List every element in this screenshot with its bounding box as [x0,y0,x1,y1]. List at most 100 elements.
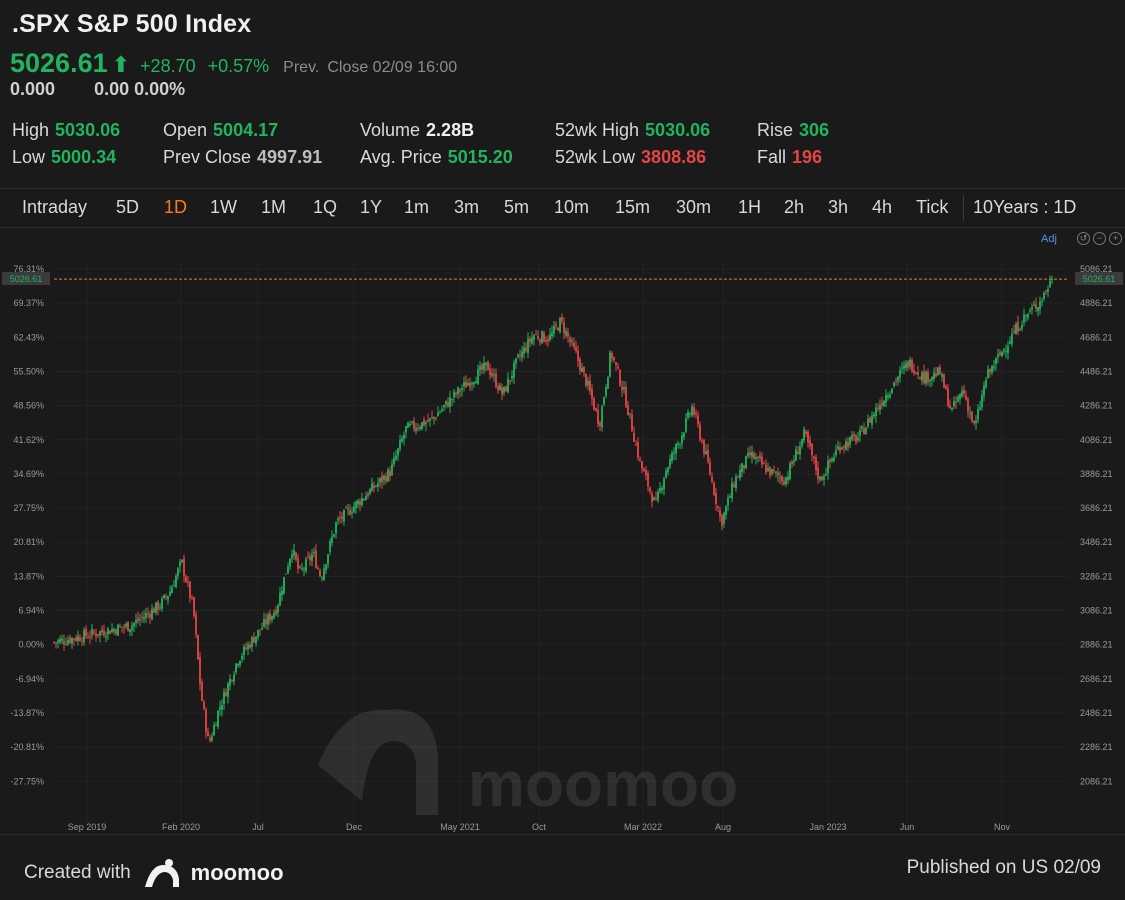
candle-body [553,325,555,334]
candle-body [903,365,905,369]
left-tick-label: 6.94% [18,606,44,616]
candle-body [715,492,717,505]
candle-body [377,483,379,487]
adj-toggle[interactable]: Adj [1041,233,1057,245]
candle-body [649,487,651,492]
candle-body [945,386,947,389]
candle-body [79,637,81,641]
candle-body [923,371,925,383]
tab-3h[interactable]: 3h [828,197,849,217]
stat-label: High [12,120,50,140]
candle-body [437,412,439,417]
candle-body [127,621,129,632]
tab-1d[interactable]: 1D [164,197,188,217]
right-tick-label: 4486.21 [1080,366,1113,376]
candle-body [609,352,611,377]
candle-body [229,678,231,686]
candle-body [427,419,429,422]
tab-5min[interactable]: 5m [504,197,530,217]
x-tick-label: Sep 2019 [68,822,107,832]
candle-body [959,394,961,400]
candle-body [283,577,285,594]
candle-body [889,394,891,398]
tab-divider [963,195,964,221]
candle-body [653,497,655,501]
candle-body [503,386,505,393]
candle-body [789,463,791,480]
tab-4h[interactable]: 4h [872,197,893,217]
stat-value: 5030.06 [645,120,711,140]
candle-body [851,435,853,440]
stat-label: Open [163,120,208,140]
candle-body [257,629,259,638]
tab-1y[interactable]: 1Y [360,197,383,217]
candle-body [999,352,1001,355]
stat-prev-close: Prev Close 4997.91 [163,147,322,168]
x-tick-label: Jan 2023 [809,822,846,832]
tab-1w[interactable]: 1W [210,197,237,217]
candle-body [425,422,427,425]
right-tick-label: 4686.21 [1080,332,1113,342]
candle-body [191,597,193,599]
candle-body [157,601,159,611]
candle-body [533,335,535,341]
stat-label: Rise [757,120,794,140]
zoom-in-icon[interactable]: + [1109,232,1122,245]
tab-tick[interactable]: Tick [916,197,949,217]
candle-body [843,446,845,448]
candle-body [875,407,877,417]
candle-body [201,682,203,701]
right-tick-label: 5086.21 [1080,264,1113,274]
stat-fall: Fall 196 [757,147,822,168]
candle-body [857,437,859,441]
candle-body [637,442,639,458]
candle-body [405,426,407,433]
tab-1q[interactable]: 1Q [313,197,338,217]
tab-10min[interactable]: 10m [554,197,590,217]
candle-body [77,635,79,642]
timeframe-tabs: Intraday 5D 1D 1W 1M 1Q 1Y 1m 3m 5m 10m … [0,189,1125,227]
tab-1m-month[interactable]: 1M [261,197,287,217]
tab-2h[interactable]: 2h [784,197,805,217]
tab-5d[interactable]: 5D [116,197,140,217]
zoom-out-icon[interactable]: − [1093,232,1106,245]
candle-body [487,361,489,371]
candle-body [557,327,559,331]
candle-body [821,476,823,481]
x-tick-label: Mar 2022 [624,822,662,832]
tab-1h[interactable]: 1H [738,197,762,217]
candle-body [793,460,795,463]
range-selector[interactable]: 10Years : 1D [973,197,1077,217]
candle-body [905,362,907,368]
candle-body [885,395,887,403]
candle-body [911,359,913,372]
stat-value: 3808.86 [641,147,707,167]
candle-body [963,389,965,394]
candle-body [317,568,319,570]
candle-body [399,440,401,450]
candle-body [623,387,625,390]
candle-body [943,374,945,388]
tab-3min[interactable]: 3m [454,197,480,217]
tab-15min[interactable]: 15m [615,197,651,217]
close-time-label: Close 02/09 16:00 [327,59,458,76]
tab-30min[interactable]: 30m [676,197,712,217]
candle-body [541,331,543,344]
right-ticks: 5086.21 4886.21 4686.21 4486.21 4286.21 4086.… [1080,264,1113,786]
candle-body [91,628,93,636]
candle-body [461,388,463,390]
candle-body [523,347,525,354]
candle-body [659,487,661,492]
candle-body [125,623,127,627]
stat-avg-price: Avg. Price 5015.20 [360,147,513,168]
tab-1min[interactable]: 1m [404,197,430,217]
candle-body [1027,313,1029,318]
tab-intraday[interactable]: Intraday [22,197,88,217]
candle-body [247,644,249,650]
stat-volume: Volume 2.28B [360,120,474,141]
reset-icon[interactable]: ↺ [1077,232,1090,245]
price-chart[interactable]: moomoo 5026.61 76.31% 69.37% 62.43% 55.50% 4… [0,250,1125,860]
candle-body [151,608,153,620]
right-tick-label: 3886.21 [1080,469,1113,479]
candle-body [709,461,711,475]
